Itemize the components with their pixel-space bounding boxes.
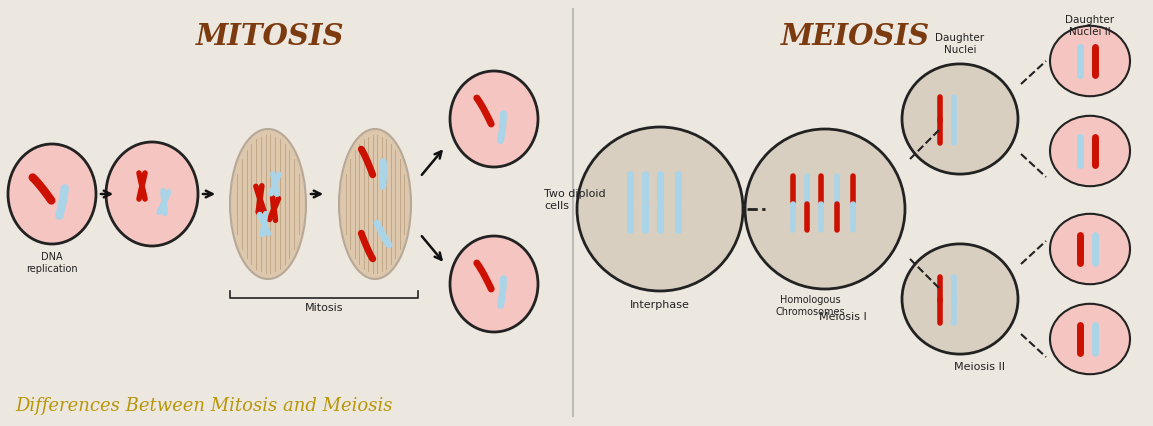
Text: DNA
replication: DNA replication <box>27 251 77 273</box>
Text: Homologous
Chromosomes: Homologous Chromosomes <box>775 294 845 316</box>
Ellipse shape <box>8 145 96 245</box>
Text: Two diploid
cells: Two diploid cells <box>544 189 605 210</box>
Text: Meiosis II: Meiosis II <box>955 361 1005 371</box>
Ellipse shape <box>106 143 198 246</box>
Text: Daughter
Nuclei: Daughter Nuclei <box>935 33 985 55</box>
Ellipse shape <box>450 236 538 332</box>
Ellipse shape <box>745 130 905 289</box>
Ellipse shape <box>902 245 1018 354</box>
Text: Daughter
Nuclei II: Daughter Nuclei II <box>1065 15 1115 37</box>
Text: Interphase: Interphase <box>630 299 689 309</box>
Ellipse shape <box>1050 27 1130 97</box>
Ellipse shape <box>1050 304 1130 374</box>
Text: MEIOSIS: MEIOSIS <box>781 22 929 51</box>
Text: MITOSIS: MITOSIS <box>196 22 345 51</box>
Ellipse shape <box>229 130 306 279</box>
Text: Mitosis: Mitosis <box>304 302 344 312</box>
Text: Differences Between Mitosis and Meiosis: Differences Between Mitosis and Meiosis <box>15 396 392 414</box>
Ellipse shape <box>1050 214 1130 285</box>
Ellipse shape <box>1050 117 1130 187</box>
Ellipse shape <box>902 65 1018 175</box>
Ellipse shape <box>576 128 743 291</box>
Ellipse shape <box>450 72 538 167</box>
Ellipse shape <box>339 130 410 279</box>
Text: Meiosis I: Meiosis I <box>819 311 867 321</box>
